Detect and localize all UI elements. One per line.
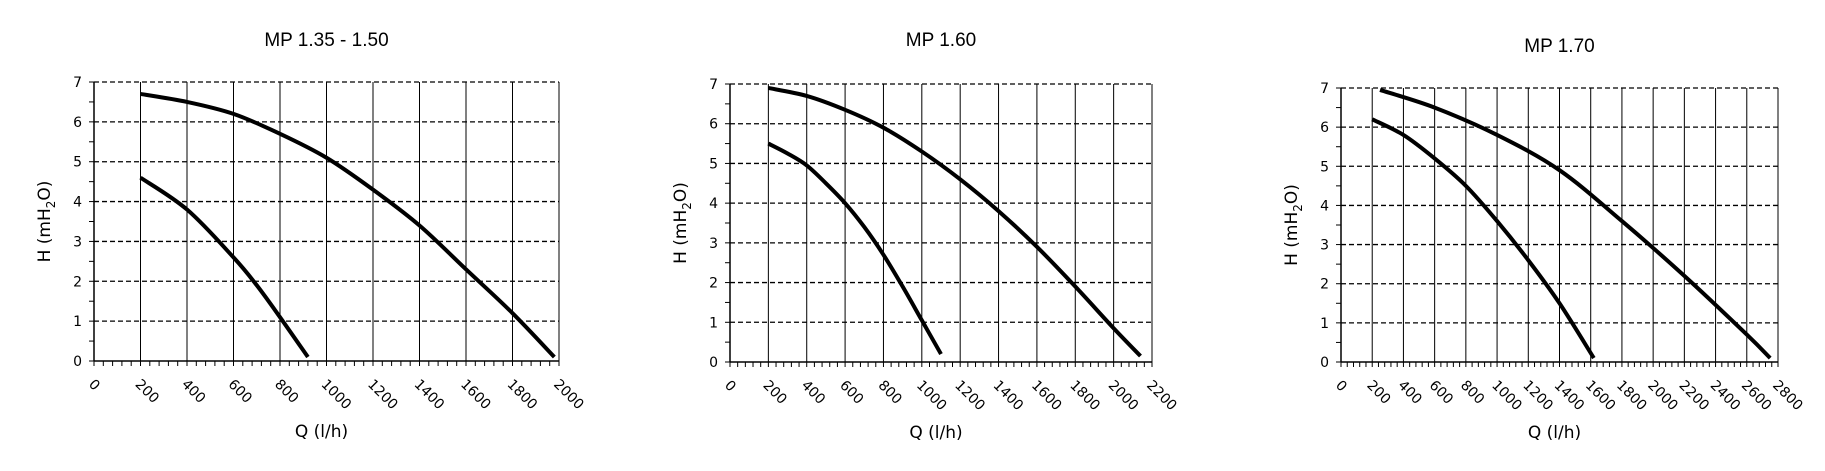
- y-label-end: O): [35, 181, 55, 201]
- y-tick-label: 2: [73, 274, 82, 290]
- x-tick-label: 1600: [1028, 378, 1065, 415]
- y-tick-label: 0: [709, 355, 718, 371]
- x-tick-label: 600: [836, 378, 866, 408]
- x-tick-label: 1400: [990, 378, 1027, 415]
- y-tick-label: 6: [709, 117, 718, 133]
- y-tick-label: 5: [709, 156, 718, 172]
- x-tick-label: 200: [760, 378, 790, 408]
- x-tick-label: 1800: [1613, 378, 1650, 415]
- series-curve-2: [1371, 117, 1596, 360]
- x-tick-label: 200: [132, 377, 162, 407]
- x-tick-label: 1000: [913, 378, 950, 415]
- x-axis-label: Q (l/h): [909, 423, 962, 443]
- y-label-sub: 2: [1291, 204, 1305, 212]
- x-tick-label: 2000: [550, 377, 587, 414]
- y-label-end: O): [671, 182, 691, 202]
- y-axis-label: H (mH2O): [1282, 184, 1305, 266]
- x-axis-label: Q (l/h): [1528, 423, 1581, 443]
- y-tick-label: 6: [1320, 120, 1329, 136]
- x-tick-label: 600: [1426, 378, 1456, 408]
- chart-2: 0 1 2 3 4 5 6 7 0 200 400 600 800 1000 1200 1400 1600 180…: [671, 30, 1180, 443]
- x-tick-label: 1600: [1582, 378, 1619, 415]
- x-tick-label: 1800: [1066, 378, 1103, 415]
- y-tick-label: 3: [1320, 238, 1329, 254]
- chart-title: MP 1.70: [1524, 36, 1594, 57]
- x-tick-label: 2600: [1738, 378, 1775, 415]
- x-tick-label: 1400: [1551, 378, 1588, 415]
- y-tick-label: 0: [73, 354, 82, 370]
- x-tick-label: 2200: [1143, 378, 1180, 415]
- chart-1: 0 1 2 3 4 5 6 7 0 200 400 600 800 1000 1200 1400 1600 180…: [35, 30, 587, 442]
- x-tick-label: 2000: [1644, 378, 1681, 415]
- x-tick-label: 0: [721, 378, 739, 396]
- x-tick-label: 1600: [457, 377, 494, 414]
- y-label-main: H (mH: [671, 210, 691, 264]
- x-tick-label: 1800: [504, 377, 541, 414]
- chart-title: MP 1.35 - 1.50: [264, 30, 388, 51]
- x-tick-label: 2400: [1707, 378, 1744, 415]
- x-tick-label: 800: [875, 378, 905, 408]
- x-tick-label: 800: [1457, 378, 1487, 408]
- x-tick-label: 1400: [411, 377, 448, 414]
- series-curve-2: [139, 176, 310, 359]
- x-tick-label: 0: [85, 377, 103, 395]
- y-label-main: H (mH: [1282, 212, 1302, 266]
- chart-3: 0 1 2 3 4 5 6 7 0 200 400 600 800 1000120014001600180…: [1282, 36, 1806, 443]
- x-tick-label: 2800: [1769, 378, 1806, 415]
- x-tick-label: 400: [1395, 378, 1425, 408]
- y-tick-label: 4: [73, 195, 82, 211]
- chart-title: MP 1.60: [906, 30, 976, 51]
- x-tick-label: 2200: [1676, 378, 1713, 415]
- x-tick-label: 800: [271, 377, 301, 407]
- x-tick-label: 200: [1363, 378, 1393, 408]
- y-tick-label: 7: [1320, 81, 1329, 97]
- x-tick-label: 1200: [951, 378, 988, 415]
- y-tick-label: 4: [1320, 198, 1329, 214]
- y-tick-label: 3: [73, 234, 82, 250]
- series-curve-1: [767, 86, 1142, 358]
- y-tick-label: 5: [73, 155, 82, 171]
- x-tick-label: 600: [225, 377, 255, 407]
- y-tick-label: 3: [709, 236, 718, 252]
- x-tick-label: 1000: [1488, 378, 1525, 415]
- x-tick-label: 1000: [318, 377, 355, 414]
- x-tick-label: 2000: [1105, 378, 1142, 415]
- y-tick-label: 7: [709, 77, 718, 93]
- y-label-sub: 2: [44, 201, 58, 209]
- y-tick-label: 2: [1320, 277, 1329, 293]
- y-axis-label: H (mH2O): [671, 182, 694, 264]
- y-tick-label: 5: [1320, 159, 1329, 175]
- y-tick-label: 1: [73, 314, 82, 330]
- x-tick-label: 400: [798, 378, 828, 408]
- y-label-end: O): [1282, 184, 1302, 204]
- x-tick-label: 1200: [364, 377, 401, 414]
- series-curve-1: [1379, 88, 1772, 360]
- series-curve-2: [767, 141, 943, 356]
- y-tick-label: 7: [73, 75, 82, 91]
- y-tick-label: 4: [709, 196, 718, 212]
- x-tick-label: 400: [178, 377, 208, 407]
- series-curve-1: [140, 91, 556, 359]
- y-label-sub: 2: [680, 202, 694, 210]
- y-label-main: H (mH: [35, 208, 55, 262]
- y-tick-label: 1: [1320, 316, 1329, 332]
- x-tick-label: 1200: [1519, 378, 1556, 415]
- y-tick-label: 2: [709, 276, 718, 292]
- x-axis-label: Q (l/h): [295, 422, 348, 442]
- y-tick-label: 6: [73, 115, 82, 131]
- x-tick-label: 0: [1332, 378, 1350, 396]
- y-axis-label: H (mH2O): [35, 181, 58, 263]
- y-tick-label: 1: [709, 315, 718, 331]
- y-tick-label: 0: [1320, 355, 1329, 371]
